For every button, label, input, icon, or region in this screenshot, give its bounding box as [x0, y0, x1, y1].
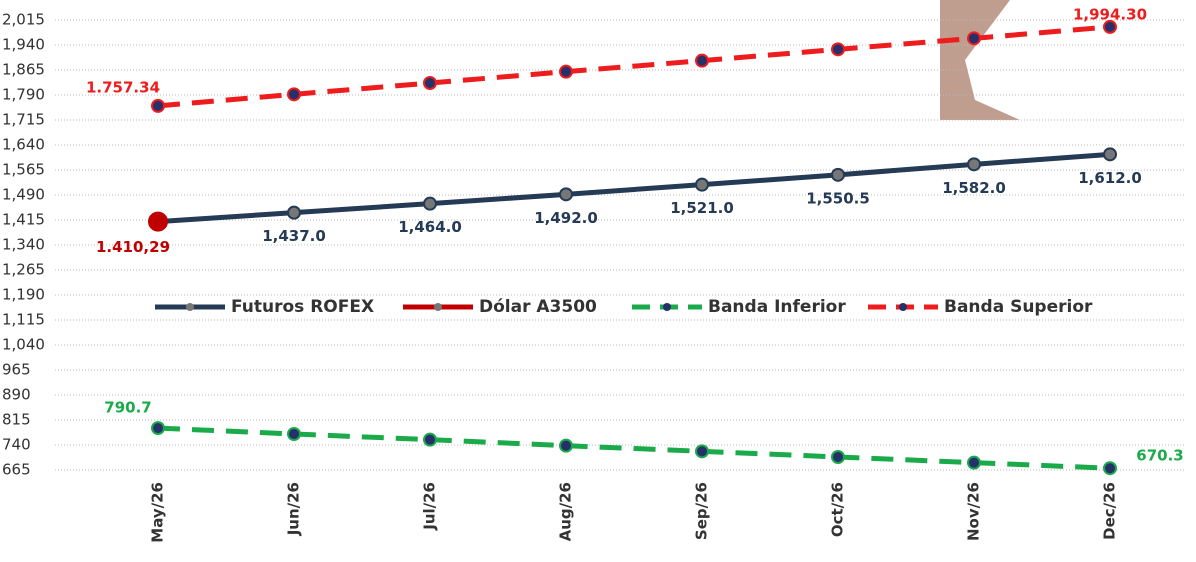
y-tick-label: 815: [2, 411, 31, 429]
point: [831, 450, 845, 464]
y-tick-label: 965: [2, 361, 31, 379]
point: [423, 432, 437, 447]
y-tick-label: 1,265: [2, 261, 45, 279]
point: [831, 167, 845, 182]
legend-dot: [663, 303, 671, 311]
x-tick-label: Jul/26: [421, 482, 439, 531]
data-label: 1,521.0: [670, 199, 734, 217]
x-tick-label: Nov/26: [965, 482, 983, 541]
x-tick-label: May/26: [149, 482, 167, 543]
legend-label: Futuros ROFEX: [231, 297, 374, 317]
x-tick-label: Aug/26: [557, 482, 575, 541]
data-label: 1.757.34: [86, 78, 160, 96]
point: [423, 196, 437, 211]
series-line: [157, 425, 1111, 471]
y-tick-label: 1,190: [2, 286, 45, 304]
point: [287, 205, 301, 220]
point: [967, 455, 981, 470]
x-tick-label: Sep/26: [693, 482, 711, 540]
y-tick-label: 1,490: [2, 186, 45, 204]
point: [559, 438, 573, 453]
y-tick-label: 1,940: [2, 36, 45, 54]
logo: [940, 0, 1020, 120]
point: [151, 421, 165, 436]
y-tick-label: 1,040: [2, 336, 45, 354]
y-tick-label: 1,340: [2, 236, 45, 254]
legend-dot: [899, 303, 907, 311]
point: [148, 211, 168, 232]
y-tick-label: 1,865: [2, 61, 45, 79]
point: [831, 42, 845, 57]
y-tick-label: 1,115: [2, 311, 45, 329]
data-label: 1,994.30: [1073, 5, 1147, 23]
point: [559, 187, 573, 202]
series-line: [157, 24, 1111, 109]
point: [559, 64, 573, 79]
legend-dot: [434, 303, 442, 311]
y-tick-label: 890: [2, 386, 31, 404]
point: [287, 427, 301, 441]
y-tick-label: 1,415: [2, 211, 45, 229]
point: [1103, 147, 1117, 162]
point: [287, 87, 301, 102]
point: [695, 444, 709, 459]
data-label: 1,550.5: [806, 189, 870, 207]
legend-label: Banda Superior: [944, 297, 1093, 317]
x-tick-label: Jun/26: [285, 482, 303, 536]
y-tick-label: 740: [2, 436, 31, 454]
point: [1103, 461, 1117, 476]
y-tick-label: 1,715: [2, 111, 45, 129]
x-tick-label: Dec/26: [1101, 482, 1119, 540]
point: [1103, 19, 1117, 34]
data-label: 1,437.0: [262, 227, 326, 245]
legend-label: Banda Inferior: [708, 297, 846, 317]
point: [423, 76, 437, 90]
point: [151, 98, 165, 113]
x-tick-label: Oct/26: [829, 482, 847, 537]
legend-label: Dólar A3500: [479, 297, 597, 317]
data-label: 1,492.0: [534, 209, 598, 227]
data-label: 670.3: [1136, 447, 1183, 465]
y-tick-label: 1,640: [2, 136, 45, 154]
y-tick-label: 2,015: [2, 11, 45, 29]
data-label: 1,612.0: [1078, 169, 1142, 187]
series-line: [157, 151, 1111, 225]
point: [967, 157, 981, 172]
legend-dot: [186, 303, 194, 311]
data-label: 790.7: [104, 399, 151, 417]
y-tick-label: 665: [2, 461, 31, 479]
point: [967, 31, 981, 46]
point: [695, 53, 709, 68]
y-tick-label: 1,565: [2, 161, 45, 179]
y-tick-label: 1,790: [2, 86, 45, 104]
point: [695, 177, 709, 192]
data-label: 1,464.0: [398, 218, 462, 236]
data-label: 1,582.0: [942, 179, 1006, 197]
data-label: 1.410,29: [96, 238, 170, 256]
